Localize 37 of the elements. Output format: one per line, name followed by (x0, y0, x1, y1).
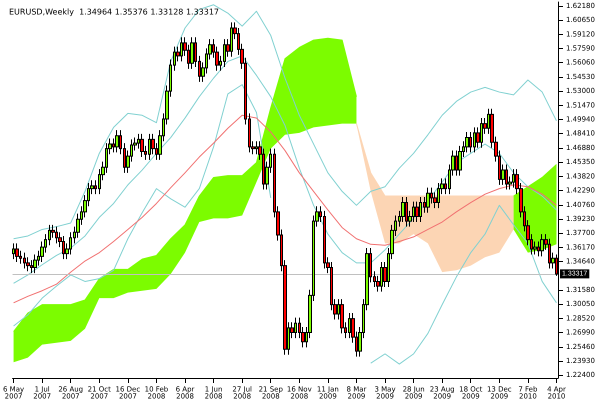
candlestick (12, 242, 15, 260)
candlestick (401, 196, 405, 223)
candlestick (415, 201, 419, 223)
candlestick (405, 196, 408, 228)
candlestick (455, 150, 458, 176)
candlestick (223, 38, 226, 68)
candlestick (33, 254, 37, 274)
candlestick (458, 145, 462, 176)
candlestick (465, 131, 469, 153)
candlestick (62, 235, 65, 260)
candlestick (26, 256, 30, 272)
line-series (13, 114, 557, 304)
candlestick (473, 126, 476, 153)
candlestick (412, 201, 415, 223)
candlestick (419, 196, 422, 223)
candlestick (480, 118, 483, 148)
candlestick (323, 210, 326, 269)
candlestick (380, 261, 383, 292)
candlestick (115, 130, 119, 153)
candlestick (505, 164, 508, 190)
candlestick (340, 298, 344, 334)
line-series (13, 55, 557, 284)
candlestick (348, 312, 351, 339)
candlestick (23, 252, 26, 269)
candlestick (140, 133, 144, 158)
candlestick (55, 226, 58, 244)
candlestick (180, 36, 183, 62)
candlestick (426, 187, 430, 214)
candlestick (469, 131, 472, 153)
text: EURUSD,Weekly 1.34964 1.35376 1.33128 1.33317 (9, 8, 220, 16)
candlestick (294, 317, 297, 339)
candlestick (230, 22, 233, 58)
candlestick (148, 133, 151, 160)
candlestick (190, 36, 194, 70)
candlestick (548, 238, 551, 269)
candlestick (15, 242, 19, 262)
candlestick (437, 182, 440, 209)
